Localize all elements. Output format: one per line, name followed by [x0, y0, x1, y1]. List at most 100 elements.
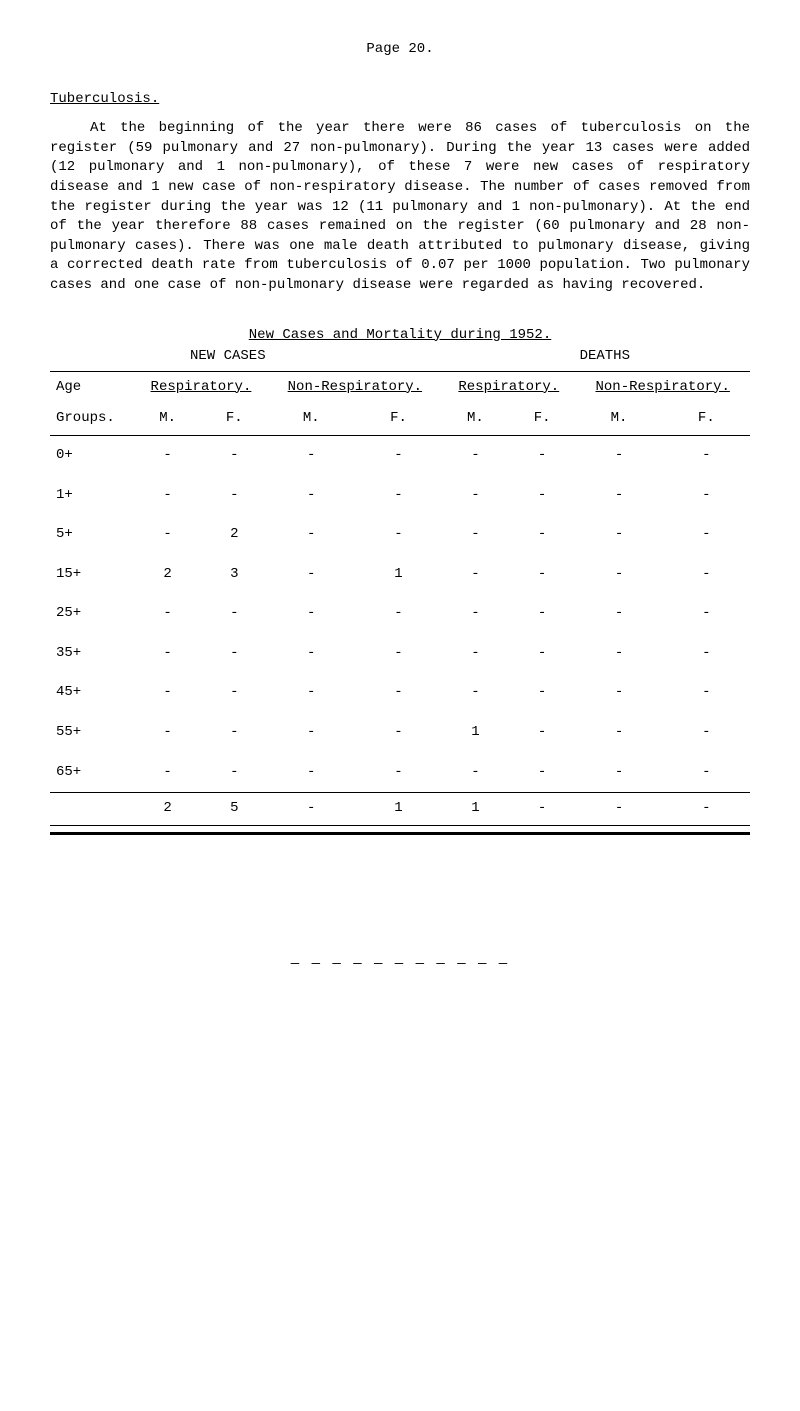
table-cell: 1 [355, 555, 442, 595]
table-cell: - [268, 713, 355, 753]
table-cell: - [134, 713, 201, 753]
table-cell: - [355, 634, 442, 674]
table-cell: - [201, 476, 268, 516]
table-cell: - [509, 634, 576, 674]
table-cell: - [355, 515, 442, 555]
table-cell: - [134, 594, 201, 634]
header-groups: Groups. [50, 403, 134, 435]
table-cell: - [663, 713, 750, 753]
totals-nrf: 1 [355, 793, 442, 826]
header-f: F. [509, 403, 576, 435]
table-cell: - [134, 515, 201, 555]
table-cell: - [268, 634, 355, 674]
body-paragraph: At the beginning of the year there were … [50, 119, 750, 295]
table-cell: - [442, 435, 509, 475]
table-cell: - [509, 594, 576, 634]
table-cell: - [355, 594, 442, 634]
table-cell: - [355, 753, 442, 793]
totals-dnrf: - [663, 793, 750, 826]
table-cell: 3 [201, 555, 268, 595]
table-cell: 5+ [50, 515, 134, 555]
separator-dashes: — — — — — — — — — — — [50, 955, 750, 975]
table-cell: 45+ [50, 673, 134, 713]
table-cell: 2 [201, 515, 268, 555]
table-cell: - [509, 673, 576, 713]
table-cell: - [201, 634, 268, 674]
table-cell: - [575, 634, 662, 674]
table-body: 0+--------1+--------5+-2------15+23-1---… [50, 435, 750, 792]
table-cell: - [575, 673, 662, 713]
header-m: M. [442, 403, 509, 435]
table-cell: - [575, 594, 662, 634]
table-cell: - [442, 634, 509, 674]
table-cell: - [201, 673, 268, 713]
totals-row: 2 5 - 1 1 - - - [50, 793, 750, 826]
table-cell: - [663, 555, 750, 595]
table-cell: - [509, 713, 576, 753]
table-row: 15+23-1---- [50, 555, 750, 595]
table-header-row-2: Groups. M. F. M. F. M. F. M. F. [50, 403, 750, 435]
table-cell: - [442, 753, 509, 793]
table-cell: 65+ [50, 753, 134, 793]
totals-drf: - [509, 793, 576, 826]
table-cell: - [355, 673, 442, 713]
table-cell: - [663, 634, 750, 674]
table-cell: - [509, 515, 576, 555]
table-cell: - [575, 555, 662, 595]
header-respiratory-death: Respiratory. [442, 371, 575, 403]
table-cell: - [575, 435, 662, 475]
table-cell: - [268, 476, 355, 516]
totals-rm: 2 [134, 793, 201, 826]
table-cell: - [355, 713, 442, 753]
table-subheader-right: DEATHS [580, 347, 630, 367]
table-cell: - [509, 555, 576, 595]
table-cell: - [268, 515, 355, 555]
table-row: 1+-------- [50, 476, 750, 516]
table-cell: - [134, 476, 201, 516]
table-cell: - [575, 753, 662, 793]
table-title: New Cases and Mortality during 1952. [50, 326, 750, 346]
table-cell: - [442, 515, 509, 555]
table-row: 35+-------- [50, 634, 750, 674]
header-age: Age [50, 371, 134, 403]
header-f: F. [201, 403, 268, 435]
table-cell: - [201, 753, 268, 793]
table-cell: - [268, 594, 355, 634]
table-cell: - [442, 555, 509, 595]
table-cell: - [442, 673, 509, 713]
table-cell: - [355, 476, 442, 516]
table-row: 5+-2------ [50, 515, 750, 555]
header-m: M. [134, 403, 201, 435]
table-cell: - [575, 476, 662, 516]
table-end-rule [50, 825, 750, 833]
table-row: 65+-------- [50, 753, 750, 793]
table-row: 55+----1--- [50, 713, 750, 753]
table-cell: - [663, 515, 750, 555]
totals-nrm: - [268, 793, 355, 826]
header-respiratory-new: Respiratory. [134, 371, 267, 403]
table-cell: - [268, 673, 355, 713]
totals-age [50, 793, 134, 826]
table-cell: - [442, 594, 509, 634]
header-non-respiratory-death: Non-Respiratory. [575, 371, 750, 403]
table-subheader-left: NEW CASES [190, 347, 266, 367]
table-cell: - [134, 435, 201, 475]
table-cell: 35+ [50, 634, 134, 674]
mortality-table: Age Respiratory. Non-Respiratory. Respir… [50, 371, 750, 835]
totals-dnrm: - [575, 793, 662, 826]
header-m: M. [575, 403, 662, 435]
table-cell: - [575, 713, 662, 753]
table-subheader: NEW CASES DEATHS [50, 347, 750, 367]
totals-drm: 1 [442, 793, 509, 826]
table-cell: - [134, 673, 201, 713]
table-cell: - [201, 435, 268, 475]
header-non-respiratory-new: Non-Respiratory. [268, 371, 442, 403]
table-cell: - [663, 435, 750, 475]
table-cell: - [663, 594, 750, 634]
table-cell: - [509, 753, 576, 793]
table-cell: - [575, 515, 662, 555]
table-title-text: New Cases and Mortality during 1952. [249, 327, 551, 343]
table-cell: - [355, 435, 442, 475]
table-cell: 0+ [50, 435, 134, 475]
table-row: 45+-------- [50, 673, 750, 713]
